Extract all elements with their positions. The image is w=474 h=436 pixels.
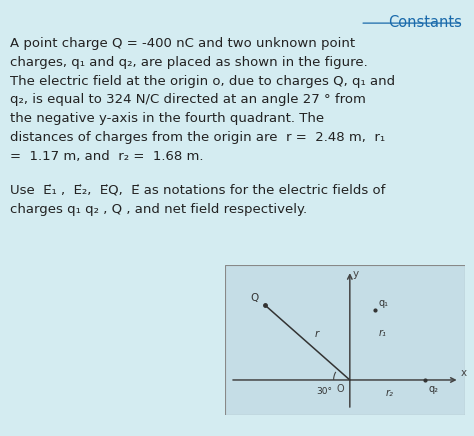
Text: Use  E⃗₁ ,  E⃗₂,  E⃗Q,  E⃗ as notations for the electric fields of: Use E⃗₁ , E⃗₂, E⃗Q, E⃗ as notations for … [10, 184, 386, 197]
Text: O: O [336, 384, 344, 394]
Text: charges q₁ q₂ , Q , and net field respectively.: charges q₁ q₂ , Q , and net field respec… [10, 203, 308, 216]
Text: =  1.17 m, and  r₂ =  1.68 m.: = 1.17 m, and r₂ = 1.68 m. [10, 150, 204, 163]
Text: x: x [461, 368, 467, 378]
Text: charges, q₁ and q₂, are placed as shown in the figure.: charges, q₁ and q₂, are placed as shown … [10, 56, 368, 69]
Text: The electric field at the origin o, due to charges Q, q₁ and: The electric field at the origin o, due … [10, 75, 395, 88]
Text: q₁: q₁ [379, 298, 389, 308]
Text: q₂, is equal to 324 N/C directed at an angle 27 ° from: q₂, is equal to 324 N/C directed at an a… [10, 93, 366, 106]
Text: A point charge Q = -400 nC and two unknown point: A point charge Q = -400 nC and two unkno… [10, 37, 356, 50]
Text: Q: Q [251, 293, 259, 303]
Text: distances of charges from the origin are  r =  2.48 m,  r₁: distances of charges from the origin are… [10, 131, 385, 144]
Text: Constants: Constants [388, 15, 462, 30]
Text: r₂: r₂ [386, 388, 393, 398]
FancyBboxPatch shape [225, 265, 465, 415]
Text: r: r [315, 329, 319, 339]
Text: y: y [353, 269, 359, 279]
Text: the negative y-axis in the fourth quadrant. The: the negative y-axis in the fourth quadra… [10, 112, 325, 125]
Text: q₂: q₂ [428, 384, 438, 394]
Text: 30°: 30° [316, 388, 332, 396]
Text: r₁: r₁ [379, 327, 387, 337]
